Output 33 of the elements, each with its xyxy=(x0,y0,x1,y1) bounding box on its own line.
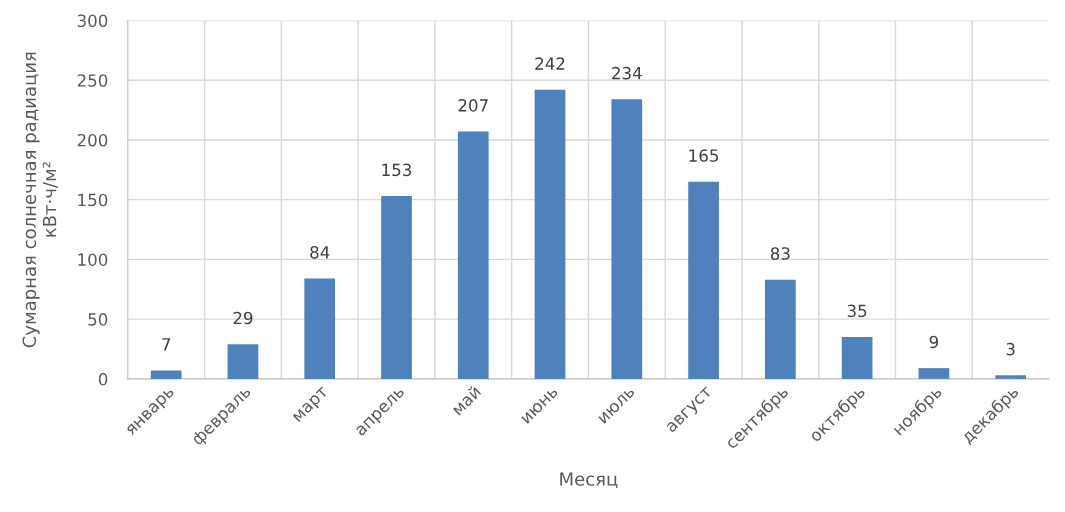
data-label: 153 xyxy=(382,163,412,177)
y-tick-label: 200 xyxy=(77,133,108,147)
data-label: 3 xyxy=(1006,342,1015,356)
y-tick-label: 150 xyxy=(78,193,108,207)
bar xyxy=(227,344,259,379)
y-tick-label: 250 xyxy=(77,74,108,87)
bar xyxy=(381,196,412,379)
data-label: 234 xyxy=(612,66,642,80)
bar xyxy=(995,375,1026,379)
bar xyxy=(534,89,566,379)
bar xyxy=(457,131,489,379)
data-label: 207 xyxy=(458,99,488,112)
data-label: 242 xyxy=(535,57,565,70)
bar xyxy=(764,279,796,379)
data-label: 35 xyxy=(847,304,867,318)
x-axis-title: Месяц xyxy=(560,472,618,489)
data-label: 83 xyxy=(770,247,790,260)
bar xyxy=(304,278,336,379)
data-label: 7 xyxy=(162,338,171,351)
data-label: 165 xyxy=(689,149,719,162)
bar xyxy=(918,368,950,379)
y-tick-label: 50 xyxy=(88,313,108,326)
y-tick-label: 100 xyxy=(78,253,108,266)
data-label: 9 xyxy=(929,335,938,349)
data-label: 84 xyxy=(310,246,330,259)
bar xyxy=(611,99,643,379)
y-axis-title: Сумарная солнечная радиация кВт·ч/м² xyxy=(22,52,58,348)
y-tick-label: 300 xyxy=(77,14,108,28)
data-label: 29 xyxy=(233,311,253,325)
y-tick-label: 0 xyxy=(98,372,108,386)
bar xyxy=(150,370,182,379)
bar xyxy=(841,337,873,379)
bar xyxy=(688,181,719,379)
